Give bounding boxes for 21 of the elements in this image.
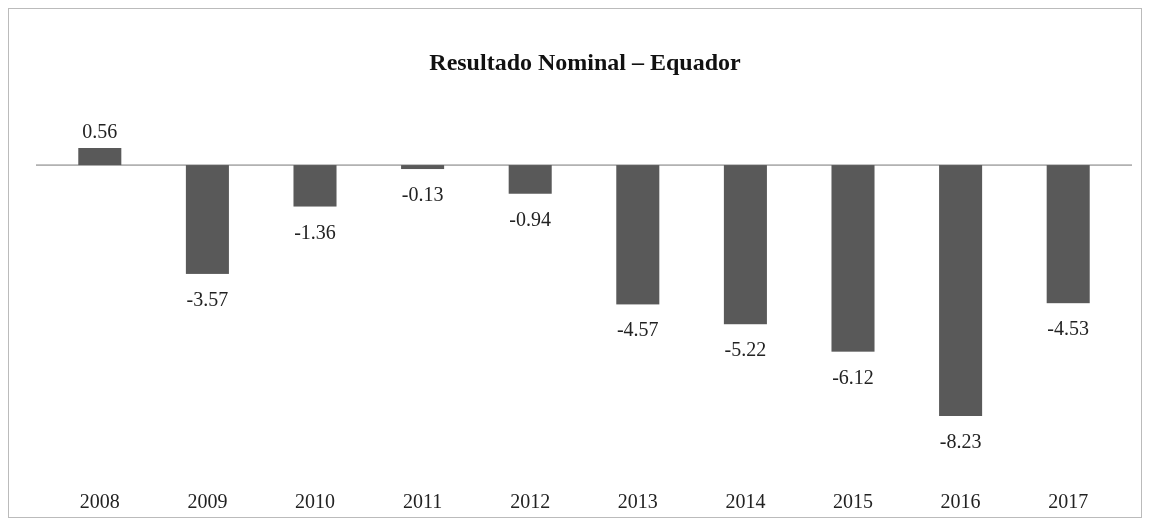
x-tick-label: 2008 [79,490,120,512]
data-label: 0.56 [82,120,118,142]
data-label: -4.57 [616,318,659,341]
data-label: -5.22 [724,338,767,361]
x-tick-label: 2015 [833,490,873,512]
chart-title: Resultado Nominal – Equador [429,49,742,75]
data-label: -3.57 [186,287,229,310]
x-tick-label: 2009 [187,490,228,512]
x-tick-label: 2011 [402,490,443,512]
x-tick-label: 2010 [295,490,335,512]
x-tick-label: 2017 [1048,490,1089,512]
x-tick-label: 2013 [617,490,658,512]
x-tick-label: 2014 [725,490,766,512]
data-label: -0.94 [509,207,552,230]
data-label: -1.36 [294,220,336,243]
data-label: -8.23 [939,430,982,452]
x-tick-label: 2016 [940,490,981,512]
data-label: -4.53 [1047,317,1090,340]
x-tick-label: 2012 [510,490,551,512]
data-label: -6.12 [832,365,874,388]
data-label: -0.13 [401,183,444,206]
